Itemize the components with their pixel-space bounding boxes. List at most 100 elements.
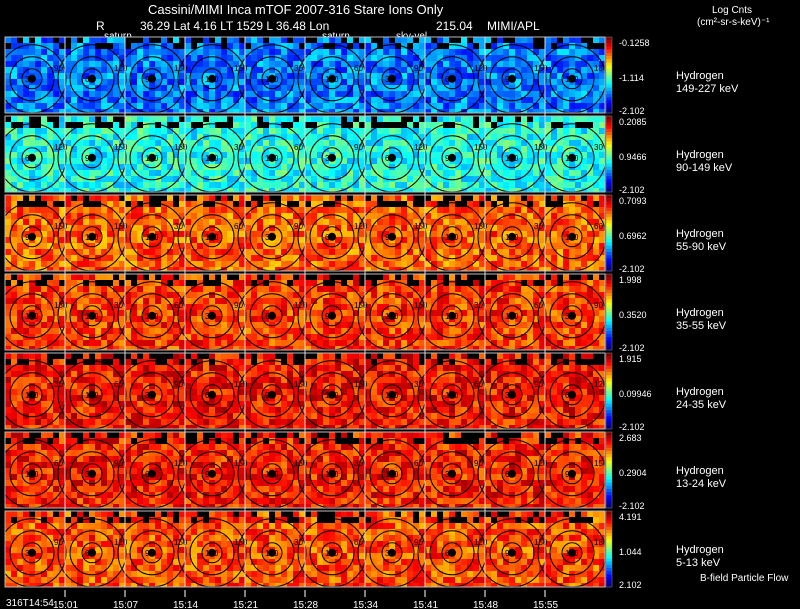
contour-label: 120	[474, 538, 488, 547]
contour-label: 30	[594, 143, 603, 152]
contour-label: 120	[114, 64, 128, 73]
colorbar-segment	[606, 425, 612, 430]
contour-center	[88, 232, 96, 241]
colorbar-frame	[605, 115, 613, 193]
contour-label: 90	[234, 301, 243, 310]
contour-label: 30	[25, 549, 34, 558]
contour-line	[201, 542, 223, 564]
colorbar-min: -2.102	[619, 343, 645, 353]
contour-line	[501, 305, 523, 327]
colorbar-segment	[606, 223, 612, 228]
contour-center	[448, 311, 456, 320]
contour-line	[81, 147, 103, 169]
colorbar-segment	[606, 176, 612, 180]
contour-center	[388, 469, 396, 478]
contour-label: 120	[565, 75, 579, 84]
contour-line	[69, 451, 115, 497]
contour-center	[208, 469, 216, 478]
contour-line	[189, 530, 235, 576]
colorbar-segment	[606, 56, 612, 60]
colorbar-segment	[606, 394, 612, 398]
contour-center	[208, 74, 216, 83]
colorbar-segment	[606, 460, 612, 465]
chart-title: Cassini/MIMI Inca mTOF 2007-316 Stare Io…	[148, 2, 444, 17]
contour-label: 180	[505, 312, 519, 321]
contour-center	[28, 232, 36, 241]
contour-label: 60	[205, 391, 214, 400]
r-label: R	[96, 19, 105, 33]
colorbar-mid: 0.9466	[619, 152, 647, 162]
contour-label: 60	[114, 380, 123, 389]
colorbar-segment	[606, 321, 612, 326]
contour-line	[21, 384, 43, 406]
colorbar-segment	[606, 419, 612, 424]
contour-label: 30	[385, 75, 394, 84]
time-tick-label: 15:34	[353, 600, 378, 609]
colorbar-mid: -1.114	[619, 73, 644, 83]
contour-center	[448, 469, 456, 478]
colorbar-segment	[606, 169, 612, 174]
contour-line	[501, 542, 523, 564]
colorbar-segment	[606, 438, 612, 442]
colorbar-min: -2.102	[619, 422, 645, 432]
contour-center	[568, 311, 576, 320]
contour-label: 30	[114, 301, 123, 310]
contour-center	[148, 232, 156, 241]
colorbar-segment	[606, 299, 612, 303]
colorbar-segment	[606, 479, 612, 484]
contour-label: 150	[174, 538, 188, 547]
colorbar-segment	[606, 485, 612, 490]
contour-label: 60	[445, 75, 454, 84]
colorbar-segment	[606, 400, 612, 405]
contour-line	[21, 542, 43, 564]
colorbar-segment	[606, 261, 612, 266]
contour-label: 180	[414, 301, 428, 310]
contour-center	[448, 74, 456, 83]
contour-label: 150	[414, 222, 428, 231]
contour-line	[81, 463, 103, 485]
contour-line	[561, 305, 583, 327]
contour-label: 30	[534, 222, 543, 231]
contour-line	[501, 226, 523, 248]
colorbar-min: -2.102	[619, 185, 645, 195]
contour-label: 90	[505, 549, 514, 558]
colorbar-min: -2.102	[619, 106, 645, 116]
contour-label: 120	[594, 380, 608, 389]
contour-line	[249, 214, 295, 260]
colorbar-segment	[606, 119, 612, 123]
contour-center	[568, 232, 576, 241]
contour-label: 60	[505, 470, 514, 479]
colorbar-frame	[605, 510, 613, 588]
contour-line	[201, 68, 223, 90]
contour-center	[568, 390, 576, 399]
contour-line	[441, 226, 463, 248]
colorbar-segment	[606, 100, 612, 104]
colorbar-segment	[606, 125, 612, 130]
colorbar-segment	[606, 264, 612, 269]
contour-center	[148, 390, 156, 399]
species-label: Hydrogen	[676, 544, 724, 556]
contour-label: 30	[294, 64, 303, 73]
colorbar-segment	[606, 154, 612, 158]
contour-label: 180	[25, 470, 39, 479]
energy-panel-row	[5, 195, 605, 271]
contour-label: 150	[25, 391, 39, 400]
contour-center	[28, 311, 36, 320]
contour-line	[381, 226, 403, 248]
colorbar-segment	[606, 520, 612, 525]
colorbar-segment	[606, 37, 612, 41]
contour-line	[309, 372, 355, 418]
colorbar-segment	[606, 242, 612, 247]
contour-line	[501, 68, 523, 90]
colorbar-max: 0.7093	[619, 196, 647, 206]
colorbar-segment	[606, 473, 612, 477]
contour-center	[28, 153, 36, 162]
contour-label: 150	[474, 143, 488, 152]
contour-line	[129, 530, 175, 576]
colorbar-segment	[606, 416, 612, 420]
colorbar-segment	[606, 375, 612, 379]
colorbar-segment	[606, 372, 612, 376]
contour-line	[489, 56, 535, 102]
contour-line	[429, 451, 475, 497]
contour-line	[81, 226, 103, 248]
